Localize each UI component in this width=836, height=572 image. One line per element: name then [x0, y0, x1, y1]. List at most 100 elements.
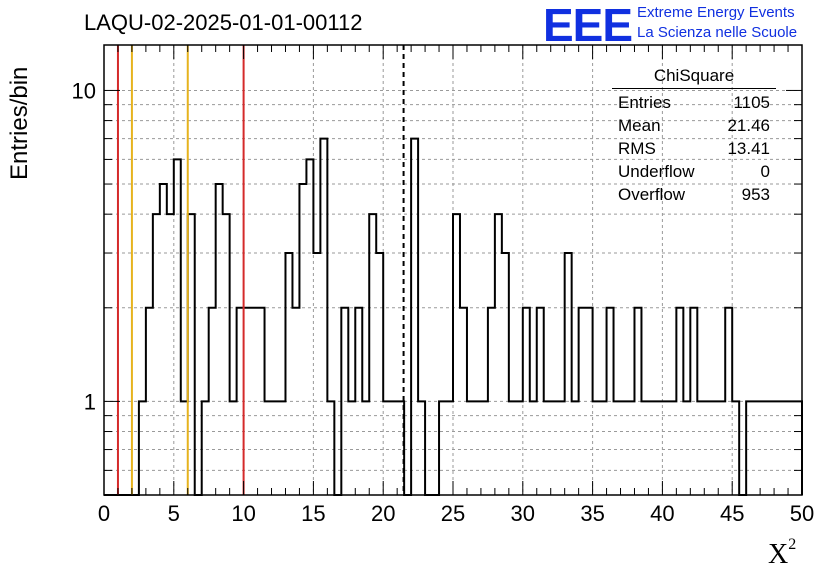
- histogram-bin: [753, 401, 760, 495]
- histogram-bin: [676, 308, 683, 495]
- histogram-bin: [788, 401, 795, 495]
- histogram-bin: [683, 401, 690, 495]
- stats-label: Overflow: [618, 185, 686, 204]
- histogram-bin: [153, 214, 160, 495]
- histogram-bin: [600, 401, 607, 495]
- histogram-bin: [655, 401, 662, 495]
- histogram-bin: [237, 308, 244, 495]
- histogram-bin: [481, 401, 488, 495]
- x-axis-label-superscript: 2: [788, 536, 797, 553]
- stats-box: ChiSquare Entries 1105 Mean 21.46 RMS 13.41…: [612, 66, 776, 206]
- histogram-bin: [725, 308, 732, 495]
- histogram-bin: [586, 308, 593, 495]
- stats-value: 0: [760, 162, 770, 181]
- histogram-bin: [523, 308, 530, 495]
- x-tick-label: 25: [441, 501, 465, 526]
- histogram-bin: [341, 308, 348, 495]
- histogram-bin: [774, 401, 781, 495]
- histogram-bin: [292, 308, 299, 495]
- histogram-bin: [488, 308, 495, 495]
- histogram-bin: [446, 401, 453, 495]
- histogram-bin: [495, 214, 502, 495]
- x-tick-label: 30: [511, 501, 535, 526]
- histogram-bin: [355, 308, 362, 495]
- histogram-bin: [558, 401, 565, 495]
- histogram-bin: [621, 401, 628, 495]
- stats-row-overflow: Overflow 953: [612, 183, 776, 206]
- stats-row-mean: Mean 21.46: [612, 114, 776, 137]
- stats-label: RMS: [618, 139, 656, 158]
- histogram-bin: [244, 308, 251, 495]
- y-tick-label: 10: [72, 78, 96, 103]
- chart-title: LAQU-02-2025-01-01-00112: [84, 10, 363, 35]
- histogram-bin: [313, 253, 320, 495]
- histogram-bin: [369, 214, 376, 495]
- histogram-bin: [146, 308, 153, 495]
- histogram-bin: [711, 401, 718, 495]
- x-tick-label: 20: [371, 501, 395, 526]
- histogram-bin: [530, 401, 537, 495]
- histogram-bin: [634, 308, 641, 495]
- histogram-bin: [781, 401, 788, 495]
- histogram-bin: [697, 401, 704, 495]
- y-tick-label: 1: [84, 389, 96, 414]
- stats-label: Mean: [618, 116, 661, 135]
- histogram-bin: [306, 159, 313, 495]
- histogram-bin: [614, 401, 621, 495]
- x-tick-label: 40: [650, 501, 674, 526]
- histogram-bin: [258, 308, 265, 495]
- histogram-bin: [474, 401, 481, 495]
- x-tick-label: 5: [168, 501, 180, 526]
- histogram-bin: [537, 308, 544, 495]
- histogram-bin: [690, 308, 697, 495]
- histogram-bin: [216, 184, 223, 495]
- histogram-bin: [285, 253, 292, 495]
- histogram-bin: [579, 308, 586, 495]
- histogram-bin: [718, 401, 725, 495]
- stats-row-underflow: Underflow 0: [612, 160, 776, 183]
- histogram-bin: [746, 401, 753, 495]
- histogram-bin: [390, 401, 397, 495]
- histogram-bin: [593, 401, 600, 495]
- stats-row-entries: Entries 1105: [612, 91, 776, 114]
- histogram-bin: [704, 401, 711, 495]
- stats-value: 21.46: [727, 116, 770, 135]
- histogram-bin: [628, 401, 635, 495]
- histogram-bin: [160, 184, 167, 495]
- stats-title: ChiSquare: [612, 66, 776, 89]
- histogram-bin: [202, 401, 209, 495]
- histogram-bin: [272, 401, 279, 495]
- histogram-bin: [167, 214, 174, 495]
- histogram-bin: [544, 401, 551, 495]
- histogram-bin: [648, 401, 655, 495]
- histogram-bin: [362, 401, 369, 495]
- histogram-bin: [181, 401, 188, 495]
- histogram-bin: [760, 401, 767, 495]
- x-tick-label: 50: [790, 501, 814, 526]
- histogram-bin: [299, 184, 306, 495]
- histogram-bin: [320, 139, 327, 495]
- histogram-bin: [502, 253, 509, 495]
- logo-line-1: Extreme Energy Events: [637, 4, 795, 21]
- histogram-bin: [467, 401, 474, 495]
- eee-logo: EEE: [543, 0, 633, 51]
- histogram-bin: [767, 401, 774, 495]
- x-axis-label: X2: [768, 536, 796, 571]
- histogram-bin: [439, 401, 446, 495]
- histogram-bin: [641, 401, 648, 495]
- stats-row-rms: RMS 13.41: [612, 137, 776, 160]
- histogram-bin: [230, 401, 237, 495]
- x-tick-label: 35: [580, 501, 604, 526]
- histogram-bin: [174, 159, 181, 495]
- histogram-bin: [551, 401, 558, 495]
- histogram-bin: [348, 401, 355, 495]
- histogram-bin: [509, 401, 516, 495]
- histogram-bin: [662, 401, 669, 495]
- x-tick-label: 0: [98, 501, 110, 526]
- stats-value: 1105: [733, 93, 770, 112]
- logo-line-2: La Scienza nelle Scuole: [637, 24, 798, 41]
- histogram-bin: [418, 401, 425, 495]
- histogram-bin: [383, 401, 390, 495]
- stats-label: Entries: [618, 93, 671, 112]
